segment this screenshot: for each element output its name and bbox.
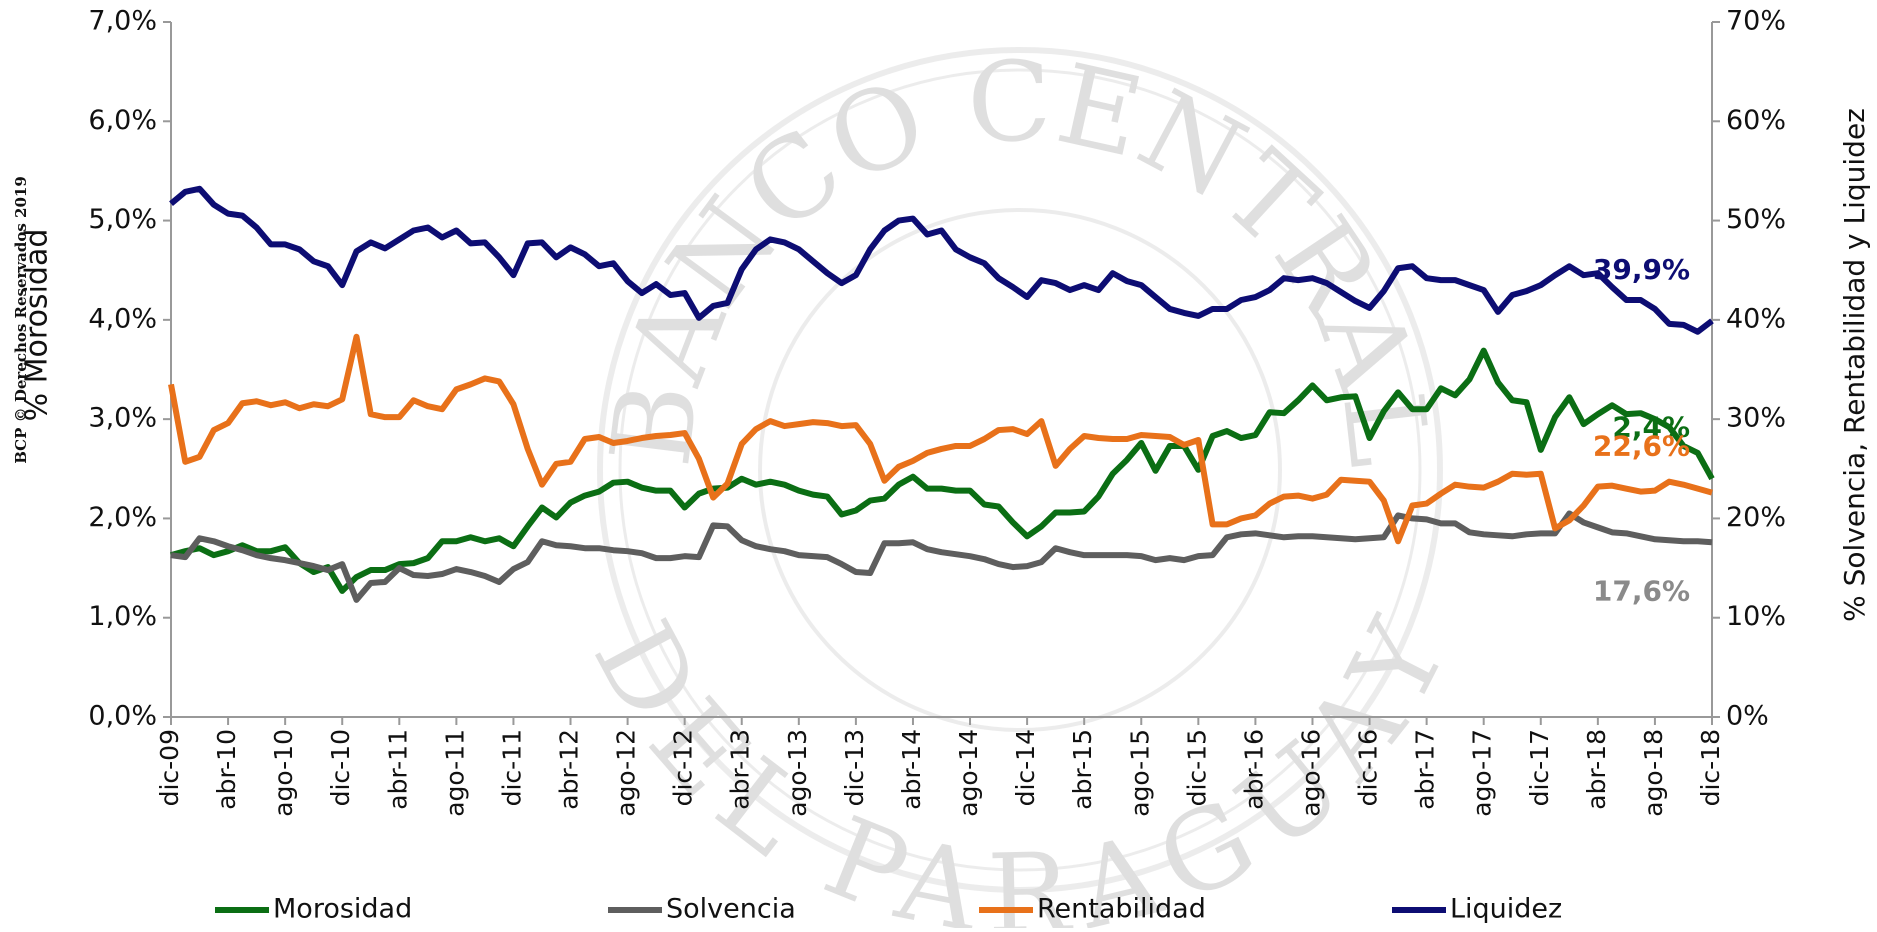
x-tick-label: abr-12 (555, 729, 584, 810)
x-tick-label: abr-13 (726, 729, 755, 810)
x-tick-label: ago-13 (783, 729, 812, 817)
x-tick-label: ago-18 (1639, 729, 1668, 817)
right-axis-title: % Solvencia, Rentabilidad y Liquidez (1838, 108, 1871, 622)
x-tick-label: ago-11 (440, 729, 469, 817)
y-tick-label: 2,0% (88, 502, 157, 533)
chart: BANCO CENTRAL DEL PARAGUAY BCP © Derecho… (0, 0, 1877, 928)
legend-label: Liquidez (1450, 894, 1562, 925)
x-tick-label: dic-11 (497, 729, 526, 806)
page: {"chart_data":{"type":"line", "left_axis… (0, 0, 1877, 928)
x-tick-label: dic-10 (326, 729, 355, 806)
end-label: 17,6% (1593, 574, 1690, 607)
x-tick-label: ago-12 (612, 729, 641, 817)
x-tick-label: dic-16 (1354, 729, 1383, 806)
series-line (171, 337, 1712, 542)
seal-text: BANCO CENTRAL (586, 37, 1453, 473)
x-tick-label: ago-10 (269, 729, 298, 817)
y-tick-label: 0,0% (88, 701, 157, 732)
y2-tick-label: 40% (1726, 303, 1786, 334)
x-tick-label: abr-11 (383, 729, 412, 810)
legend-label: Solvencia (666, 894, 796, 925)
x-tick-label: dic-18 (1696, 729, 1725, 806)
x-tick-label: abr-10 (212, 729, 241, 810)
x-tick-label: dic-14 (1011, 729, 1040, 806)
x-tick-label: ago-14 (954, 729, 983, 817)
seal-text-path: BANCO CENTRAL (586, 37, 1453, 473)
x-tick-label: dic-13 (840, 729, 869, 806)
x-tick-label: abr-15 (1068, 729, 1097, 810)
x-tick-label: dic-09 (155, 729, 184, 806)
x-tick-label: dic-15 (1182, 729, 1211, 806)
legend-label: Rentabilidad (1037, 894, 1206, 925)
x-tick-label: dic-17 (1525, 729, 1554, 806)
x-tick-label: abr-17 (1411, 729, 1440, 810)
series-line (171, 513, 1712, 599)
y-tick-label: 7,0% (88, 6, 157, 37)
x-tick-label: ago-17 (1468, 729, 1497, 817)
x-tick-label: abr-18 (1582, 729, 1611, 810)
legend-label: Morosidad (273, 894, 412, 925)
y-tick-label: 4,0% (88, 303, 157, 334)
left-axis-title: % Morosidad (20, 229, 55, 422)
y-tick-label: 6,0% (88, 105, 157, 136)
x-tick-label: abr-14 (897, 729, 926, 810)
x-tick-label: abr-16 (1239, 729, 1268, 810)
y-tick-label: 1,0% (88, 601, 157, 632)
y-tick-label: 3,0% (88, 403, 157, 434)
y2-tick-label: 70% (1726, 6, 1786, 37)
y2-tick-label: 50% (1726, 204, 1786, 235)
x-tick-label: ago-16 (1296, 729, 1325, 817)
y2-tick-label: 0% (1726, 701, 1769, 732)
y-tick-label: 5,0% (88, 204, 157, 235)
y2-tick-label: 10% (1726, 601, 1786, 632)
x-tick-label: dic-12 (669, 729, 698, 806)
y2-tick-label: 20% (1726, 502, 1786, 533)
y2-tick-label: 60% (1726, 105, 1786, 136)
end-label: 22,6% (1593, 430, 1690, 463)
x-tick-label: ago-15 (1125, 729, 1154, 817)
series-line (171, 189, 1712, 332)
end-label: 39,9% (1593, 253, 1690, 286)
y2-tick-label: 30% (1726, 403, 1786, 434)
